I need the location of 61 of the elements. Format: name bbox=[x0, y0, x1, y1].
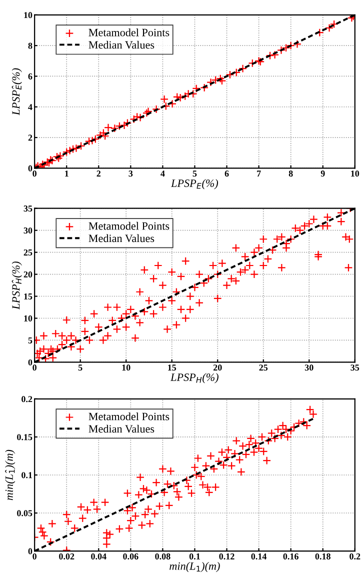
x-tick-label: 1 bbox=[65, 170, 68, 177]
x-tick-label: 9 bbox=[320, 170, 325, 177]
y-tick-label: 0 bbox=[28, 359, 32, 366]
y-tick-label: 8 bbox=[28, 42, 32, 49]
x-tick-label: 30 bbox=[304, 364, 314, 371]
x-tick-label: 6 bbox=[224, 170, 229, 177]
x-axis-title: LPSP$_{E}$(%) bbox=[170, 179, 218, 190]
x-tick-label: 20 bbox=[213, 364, 222, 371]
x-tick-label: 10 bbox=[351, 170, 360, 177]
y-axis-title: min(L̂$_{1}$)(m) bbox=[5, 450, 16, 500]
x-tick-label: 15 bbox=[168, 364, 176, 371]
y-tick-label: 0.15 bbox=[17, 434, 32, 440]
x-axis-title: LPSP$_{H}$(%) bbox=[170, 373, 218, 384]
x-tick-label: 25 bbox=[259, 364, 268, 371]
y-tick-label: 4 bbox=[28, 104, 32, 110]
x-tick-label: 0 bbox=[32, 364, 36, 371]
y-axis-title: LPSP̂$_{E}$(%) bbox=[12, 68, 22, 116]
y-tick-label: 25 bbox=[24, 249, 32, 256]
legend-label: Metamodel Points bbox=[88, 28, 170, 36]
y-tick-label: 0.1 bbox=[22, 472, 32, 478]
y-tick-label: 6 bbox=[28, 73, 32, 80]
y-axis-title: LPSP̂$_{H}$(%) bbox=[12, 262, 22, 310]
x-tick-label: 7 bbox=[257, 170, 261, 177]
x-tick-label: 5 bbox=[78, 364, 82, 371]
x-tick-label: 0 bbox=[32, 170, 36, 177]
legend-label: Median Values bbox=[88, 40, 154, 49]
y-tick-label: 10 bbox=[24, 12, 32, 18]
legend-label: Metamodel Points bbox=[88, 222, 170, 230]
x-tick-label: 0 bbox=[32, 553, 36, 560]
x-tick-label: 0.1 bbox=[189, 553, 200, 560]
x-tick-label: 0.2 bbox=[350, 553, 360, 560]
x-tick-label: 0.14 bbox=[251, 553, 267, 560]
x-tick-label: 0.06 bbox=[123, 553, 138, 560]
y-tick-label: 0.2 bbox=[22, 396, 32, 402]
x-tick-label: 0.08 bbox=[155, 553, 170, 560]
x-tick-label: 8 bbox=[288, 170, 293, 177]
y-tick-label: 10 bbox=[24, 315, 32, 322]
legend-label: Median Values bbox=[88, 424, 154, 433]
x-tick-label: 4 bbox=[160, 170, 165, 177]
x-tick-label: 0.16 bbox=[283, 553, 298, 560]
y-tick-label: 0 bbox=[28, 165, 32, 172]
y-tick-label: 5 bbox=[28, 337, 32, 344]
y-tick-label: 2 bbox=[28, 134, 32, 141]
x-tick-label: 35 bbox=[350, 364, 360, 371]
y-tick-label: 20 bbox=[24, 271, 32, 278]
x-tick-label: 10 bbox=[122, 364, 130, 371]
x-tick-label: 0.02 bbox=[59, 553, 74, 560]
y-tick-label: 30 bbox=[24, 227, 32, 234]
y-tick-label: 35 bbox=[24, 206, 32, 212]
legend-label: Metamodel Points bbox=[88, 412, 170, 420]
x-tick-label: 0.18 bbox=[315, 553, 330, 560]
x-axis-title: min(L$_{1}$)(m) bbox=[170, 562, 220, 572]
y-tick-label: 15 bbox=[24, 293, 32, 300]
x-tick-label: 0.12 bbox=[219, 553, 234, 560]
x-tick-label: 5 bbox=[192, 170, 197, 177]
legend-label: Median Values bbox=[88, 234, 154, 242]
y-tick-label: 0.05 bbox=[17, 510, 32, 516]
x-tick-label: 2 bbox=[96, 170, 101, 177]
x-tick-label: 0.04 bbox=[91, 553, 106, 560]
y-tick-label: 0 bbox=[28, 548, 32, 554]
x-tick-label: 3 bbox=[128, 170, 133, 177]
